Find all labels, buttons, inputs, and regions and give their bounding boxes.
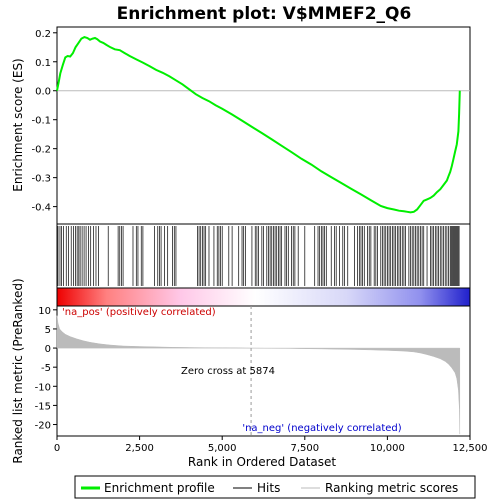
- chart-title: Enrichment plot: V$MMEF2_Q6: [117, 4, 412, 24]
- hit-markers: [57, 226, 460, 286]
- es-y-tick-label: -0.4: [31, 203, 51, 214]
- metric-y-tick-label: 0: [45, 344, 51, 355]
- es-y-tick-label: 0.2: [35, 29, 51, 40]
- metric-y-tick-label: 5: [45, 325, 51, 336]
- metric-y-tick-label: 10: [38, 306, 51, 317]
- es-y-tick-label: 0.1: [35, 58, 51, 69]
- zero-cross-label: Zero cross at 5874: [181, 366, 275, 377]
- enrichment-panel: 0.2 0.1 0.0 -0.1 -0.2 -0.3 -0.4 Enrichment sco…: [11, 26, 471, 225]
- x-tick-label: 7,500: [290, 443, 319, 454]
- legend-metric-label: Ranking metric scores: [325, 481, 458, 495]
- x-tick-label: 0: [54, 443, 60, 454]
- es-y-axis-label: Enrichment score (ES): [11, 58, 25, 191]
- positive-correlation-label: 'na_pos' (positively correlated): [62, 307, 216, 318]
- negative-correlation-label: 'na_neg' (negatively correlated): [242, 423, 401, 434]
- metric-panel: 10 5 0 -5 -10 -15 -20 'na_pos' (positively cor…: [11, 278, 471, 464]
- metric-y-tick-label: -10: [35, 382, 51, 393]
- x-axis: 0 2,500 5,000 7,500 10,000 12,500: [54, 436, 488, 454]
- enrichment-profile-line: [56, 36, 461, 214]
- es-y-tick-label: -0.1: [31, 116, 51, 127]
- x-tick-label: 2,500: [125, 443, 154, 454]
- metric-y-tick-label: -5: [41, 363, 51, 374]
- x-tick-label: 10,000: [370, 443, 405, 454]
- es-y-tick-label: -0.2: [31, 145, 51, 156]
- es-y-axis: 0.2 0.1 0.0 -0.1 -0.2 -0.3 -0.4: [31, 29, 57, 214]
- ranking-metric-area: [56, 315, 461, 435]
- metric-plot-area: [56, 305, 471, 437]
- x-tick-label: 5,000: [208, 443, 237, 454]
- es-y-tick-label: -0.3: [31, 174, 51, 185]
- x-axis-label: Rank in Ordered Dataset: [188, 455, 336, 469]
- legend-hits-label: Hits: [257, 481, 280, 495]
- metric-y-tick-label: -15: [35, 401, 51, 412]
- legend-box: [74, 475, 476, 499]
- metric-y-tick-label: -20: [35, 421, 51, 432]
- metric-y-axis-label: Ranked list metric (PreRanked): [11, 278, 25, 463]
- metric-y-axis: 10 5 0 -5 -10 -15 -20: [35, 306, 57, 432]
- hits-panel: [56, 223, 471, 307]
- ranking-color-bar: [56, 287, 471, 307]
- x-tick-label: 12,500: [453, 443, 488, 454]
- es-y-tick-label: 0.0: [35, 87, 51, 98]
- legend: Enrichment profile Hits Ranking metric s…: [74, 475, 476, 499]
- legend-enrichment-label: Enrichment profile: [104, 481, 215, 495]
- enrichment-plot-area: [56, 26, 471, 225]
